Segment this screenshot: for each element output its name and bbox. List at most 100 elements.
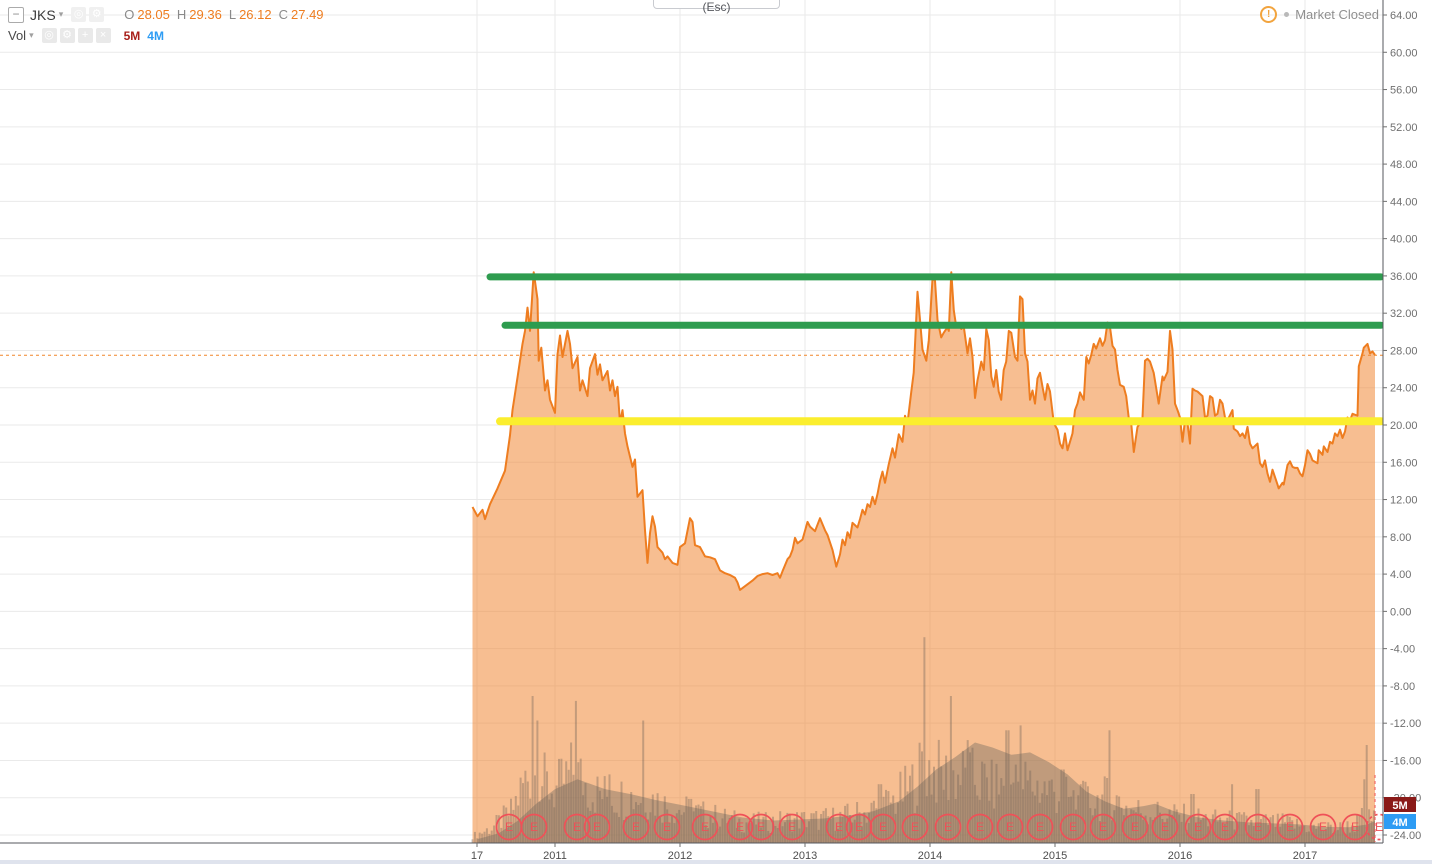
earnings-icon[interactable] — [1211, 813, 1239, 841]
symbol-legend-row: − JKS ▾ ◎ ⚙ O 28.05 H 29.36 L 26.12 C 27.49 — [8, 5, 324, 24]
volume-indicator-name[interactable]: Vol — [8, 28, 27, 43]
earnings-icon[interactable] — [653, 813, 681, 841]
earnings-icon[interactable] — [966, 813, 994, 841]
earnings-icon[interactable] — [1276, 813, 1304, 841]
price-axis-label: -12.00 — [1390, 718, 1421, 730]
price-axis[interactable]: 64.00 60.00 56.00 52.00 48.00 44.00 40.00 36.00… — [1382, 0, 1432, 864]
svg-text:E: E — [1069, 820, 1077, 834]
chevron-down-icon[interactable]: ▾ — [29, 30, 34, 40]
svg-text:E: E — [788, 820, 796, 834]
price-axis-label: 40.00 — [1390, 234, 1418, 246]
svg-text:E: E — [879, 820, 887, 834]
earnings-icon[interactable] — [1341, 813, 1369, 841]
earnings-icon[interactable] — [934, 813, 962, 841]
plus-icon[interactable]: + — [77, 28, 93, 43]
eye-icon[interactable]: ◎ — [41, 28, 57, 43]
close-value: 27.49 — [291, 7, 324, 22]
volume-ma-value: 4M — [147, 28, 164, 43]
status-dot-icon — [1284, 11, 1290, 17]
svg-text:E: E — [1161, 820, 1169, 834]
earnings-icon[interactable] — [520, 813, 548, 841]
svg-text:E: E — [505, 820, 513, 834]
earnings-icon[interactable] — [845, 813, 873, 841]
close-label: C — [278, 7, 288, 22]
price-axis-label: 24.00 — [1390, 383, 1418, 395]
svg-text:E: E — [1099, 820, 1107, 834]
price-axis-label: 16.00 — [1390, 457, 1418, 469]
earnings-icon[interactable] — [747, 813, 775, 841]
price-axis-label: 32.00 — [1390, 308, 1418, 320]
earnings-icon[interactable] — [1184, 813, 1212, 841]
exit-fullscreen-button[interactable]: Exit Full Screen (Esc) — [653, 0, 780, 14]
high-label: H — [176, 7, 187, 22]
price-axis-label: 44.00 — [1390, 196, 1418, 208]
svg-text:E: E — [1194, 820, 1202, 834]
volume-scale-badge-text: 5M — [1392, 800, 1407, 812]
volume-value: 5M — [123, 28, 141, 43]
earnings-icon[interactable] — [1026, 813, 1054, 841]
svg-text:E: E — [1351, 820, 1359, 834]
svg-text:E: E — [530, 820, 538, 834]
price-axis-label: 0.00 — [1390, 606, 1411, 618]
chevron-down-icon[interactable]: ▾ — [58, 9, 64, 19]
time-axis-label: 2015 — [1043, 850, 1067, 862]
svg-text:E: E — [1221, 820, 1229, 834]
price-axis-label: -8.00 — [1390, 681, 1415, 693]
time-axis[interactable]: 17 2011 2012 2013 2014 2015 2016 2017 — [0, 842, 1383, 862]
symbol-name[interactable]: JKS — [30, 6, 56, 23]
earnings-icon[interactable] — [691, 813, 719, 841]
price-axis-label: 4.00 — [1390, 569, 1411, 581]
earnings-icon[interactable] — [1244, 813, 1272, 841]
earnings-icon[interactable] — [825, 813, 853, 841]
svg-text:E: E — [573, 820, 581, 834]
price-axis-label: 56.00 — [1390, 85, 1418, 97]
price-axis-label: -24.00 — [1390, 830, 1421, 842]
earnings-icon[interactable] — [1151, 813, 1179, 841]
svg-text:E: E — [911, 820, 919, 834]
earnings-icon[interactable] — [1089, 813, 1117, 841]
volume-ma-area[interactable] — [477, 742, 1376, 844]
svg-text:E: E — [855, 820, 863, 834]
earnings-icon[interactable] — [563, 813, 591, 841]
gear-icon[interactable]: ⚙ — [89, 7, 105, 22]
earnings-icon[interactable] — [901, 813, 929, 841]
price-axis-label: 48.00 — [1390, 159, 1418, 171]
market-status: ! Market Closed — [1260, 5, 1379, 23]
low-label: L — [228, 7, 237, 22]
earnings-icon[interactable] — [869, 813, 897, 841]
gear-icon[interactable]: ⚙ — [59, 28, 75, 43]
earnings-icon[interactable] — [996, 813, 1024, 841]
earnings-icon[interactable] — [1059, 813, 1087, 841]
svg-text:E: E — [701, 820, 709, 834]
earnings-icon[interactable] — [622, 813, 650, 841]
price-axis-label: 52.00 — [1390, 122, 1418, 134]
price-axis-label: 28.00 — [1390, 345, 1418, 357]
open-label: O — [124, 7, 135, 22]
svg-text:E: E — [632, 820, 640, 834]
collapse-legend-button[interactable]: − — [8, 6, 24, 23]
price-axis-label: 36.00 — [1390, 271, 1418, 283]
earnings-icon[interactable] — [1309, 813, 1337, 841]
earnings-icon[interactable] — [778, 813, 806, 841]
earnings-icon[interactable] — [583, 813, 611, 841]
time-axis-label: 2012 — [668, 850, 692, 862]
warning-icon[interactable]: ! — [1260, 5, 1278, 23]
eye-icon[interactable]: ◎ — [71, 7, 87, 22]
time-axis-label: 2011 — [543, 850, 567, 862]
price-axis-label: 64.00 — [1390, 10, 1418, 22]
svg-text:E: E — [976, 820, 984, 834]
time-axis-label: 2016 — [1168, 850, 1192, 862]
close-icon[interactable]: × — [95, 28, 111, 43]
chart-legend: − JKS ▾ ◎ ⚙ O 28.05 H 29.36 L 26.12 C 27.49 Vol… — [8, 5, 324, 47]
low-value: 26.12 — [239, 7, 272, 22]
price-area-series[interactable] — [471, 271, 1376, 843]
time-axis-label: 17 — [471, 850, 483, 862]
drawn-levels[interactable] — [486, 273, 1385, 426]
price-axis-label: 8.00 — [1390, 532, 1411, 544]
earnings-icon[interactable] — [726, 813, 754, 841]
volume-scale-badge-text: 4M — [1392, 817, 1407, 829]
earnings-icon[interactable] — [1121, 813, 1149, 841]
volume-legend-row: Vol ▾ ◎ ⚙ + × 5M 4M — [8, 26, 324, 45]
